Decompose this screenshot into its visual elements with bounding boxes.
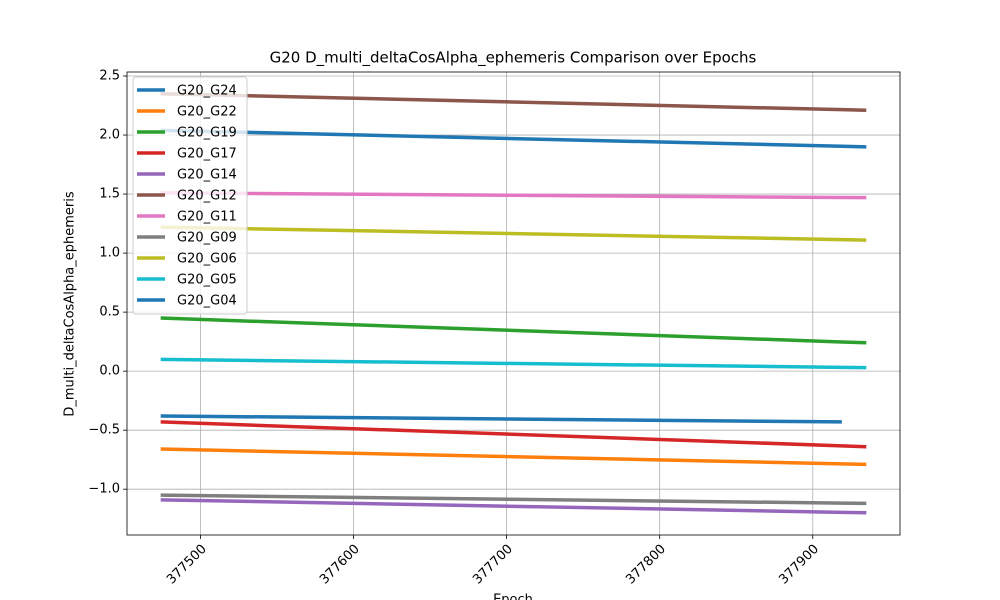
legend-box (132, 76, 248, 315)
y-axis-label: D_multi_deltaCosAlpha_ephemeris (63, 191, 78, 417)
series-line (160, 447, 867, 467)
legend-label: G20_G24 (177, 84, 237, 99)
y-tick-label: 0.5 (99, 305, 120, 320)
series-line (160, 420, 867, 449)
series-line (160, 414, 842, 424)
legend-label: G20_G22 (177, 105, 237, 120)
y-tick-label: 1.0 (99, 246, 120, 261)
series-line (160, 498, 867, 515)
x-tick-label: 377600 (317, 542, 363, 588)
legend-label: G20_G14 (177, 168, 237, 183)
series-line (160, 225, 867, 242)
series-line (160, 128, 867, 149)
series-line (160, 91, 867, 112)
legend-label: G20_G11 (177, 210, 237, 225)
y-tick-label: −0.5 (88, 423, 120, 438)
x-tick-label: 377800 (623, 542, 669, 588)
legend-label: G20_G05 (177, 273, 237, 288)
legend-label: G20_G12 (177, 189, 237, 204)
plot-frame (126, 71, 901, 536)
x-tick-label: 377700 (470, 542, 516, 588)
legend-label: G20_G17 (177, 147, 237, 162)
chart-title: G20 D_multi_deltaCosAlpha_ephemeris Comp… (270, 49, 757, 68)
y-tick-label: 2.5 (99, 69, 120, 84)
y-tick-label: 0.0 (99, 364, 120, 379)
legend-label: G20_G04 (177, 294, 237, 309)
series-line (160, 316, 867, 345)
legend-label: G20_G06 (177, 252, 237, 267)
x-tick-label: 377500 (164, 542, 210, 588)
legend: G20_G24 G20_G22 G20_G19 G20_G17 G20_G14 G20_G… (132, 76, 248, 315)
series-line (160, 493, 867, 506)
y-tick-label: 2.0 (99, 128, 120, 143)
x-axis-label: Epoch (493, 593, 533, 600)
series-line (160, 357, 867, 370)
x-tick-label: 377900 (776, 542, 822, 588)
legend-label: G20_G19 (177, 126, 237, 141)
y-tick-label: −1.0 (88, 482, 120, 497)
y-tick-label: 1.5 (99, 187, 120, 202)
series-line (160, 191, 867, 200)
legend-label: G20_G09 (177, 231, 237, 246)
